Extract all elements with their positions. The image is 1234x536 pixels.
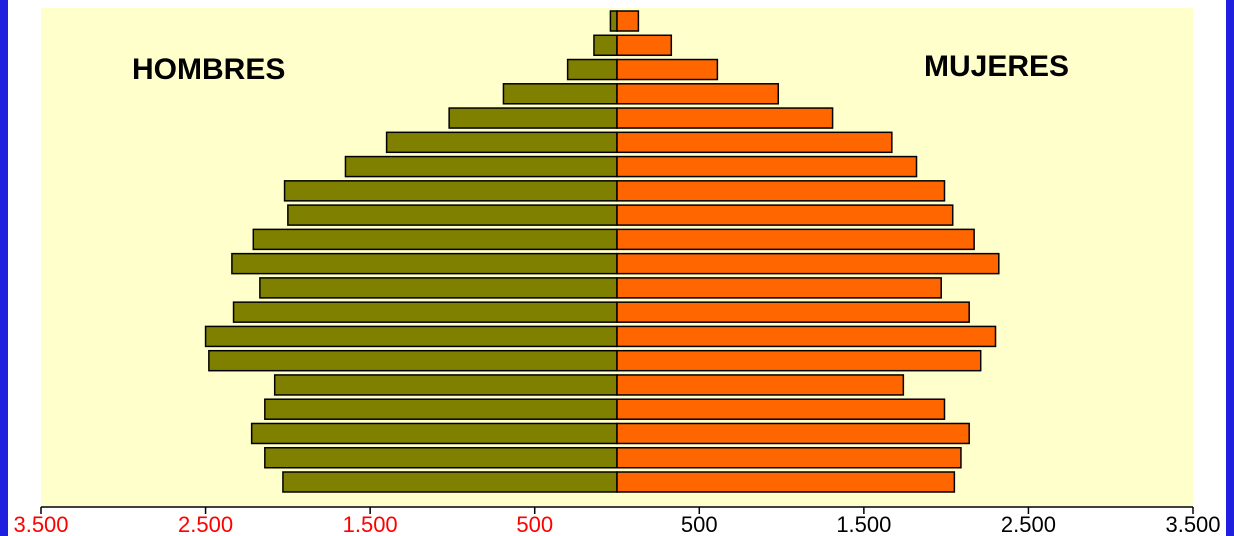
mujeres-bar-8 [616, 277, 942, 299]
x-tick-label-4: 500 [681, 512, 718, 536]
mujeres-bar-1 [616, 446, 962, 469]
hombres-bar-11 [287, 204, 618, 226]
left-border [0, 0, 8, 536]
mujeres-bar-6 [616, 325, 997, 348]
right-border [1226, 0, 1234, 536]
x-tick-label-1: 2.500 [178, 512, 233, 536]
hombres-bar-0 [282, 471, 618, 493]
mujeres-bar-3 [616, 398, 946, 420]
hombres-bar-6 [204, 325, 618, 348]
left-group-label: HOMBRES [132, 53, 285, 86]
mujeres-bar-0 [616, 471, 956, 493]
mujeres-bar-18 [616, 34, 673, 57]
hombres-bar-19 [609, 10, 618, 32]
mujeres-bar-5 [616, 349, 982, 372]
hombres-bar-7 [232, 301, 618, 323]
mujeres-bar-19 [616, 10, 640, 32]
mujeres-bar-11 [616, 204, 954, 226]
x-tick-label-2: 1.500 [343, 512, 398, 536]
right-group-label: MUJERES [924, 50, 1069, 83]
hombres-bar-13 [344, 155, 618, 178]
hombres-bar-14 [385, 131, 618, 154]
hombres-bar-4 [273, 374, 618, 396]
mujeres-bar-16 [616, 83, 780, 105]
hombres-bar-16 [502, 83, 618, 105]
hombres-bar-10 [252, 228, 618, 251]
mujeres-bar-13 [616, 155, 918, 178]
mujeres-bar-9 [616, 252, 1000, 275]
hombres-bar-15 [448, 107, 618, 129]
hombres-bar-2 [250, 422, 618, 445]
hombres-bar-9 [231, 252, 618, 275]
mujeres-bar-12 [616, 180, 946, 202]
mujeres-bar-7 [616, 301, 970, 323]
hombres-bar-5 [208, 349, 618, 372]
mujeres-bar-14 [616, 131, 893, 154]
mujeres-bar-2 [616, 422, 970, 445]
hombres-bar-12 [283, 180, 618, 202]
x-tick-label-0: 3.500 [13, 512, 68, 536]
mujeres-bar-10 [616, 228, 975, 251]
hombres-bar-3 [264, 398, 618, 420]
hombres-bar-1 [264, 446, 618, 469]
x-tick-label-6: 2.500 [1001, 512, 1056, 536]
mujeres-bar-17 [616, 58, 719, 81]
mujeres-bar-4 [616, 374, 905, 396]
x-tick-label-5: 1.500 [836, 512, 891, 536]
hombres-bar-8 [259, 277, 618, 299]
hombres-bar-17 [566, 58, 618, 81]
x-tick-label-3: 500 [516, 512, 553, 536]
mujeres-bar-15 [616, 107, 834, 129]
x-tick-label-7: 3.500 [1165, 512, 1220, 536]
hombres-bar-18 [593, 34, 618, 57]
